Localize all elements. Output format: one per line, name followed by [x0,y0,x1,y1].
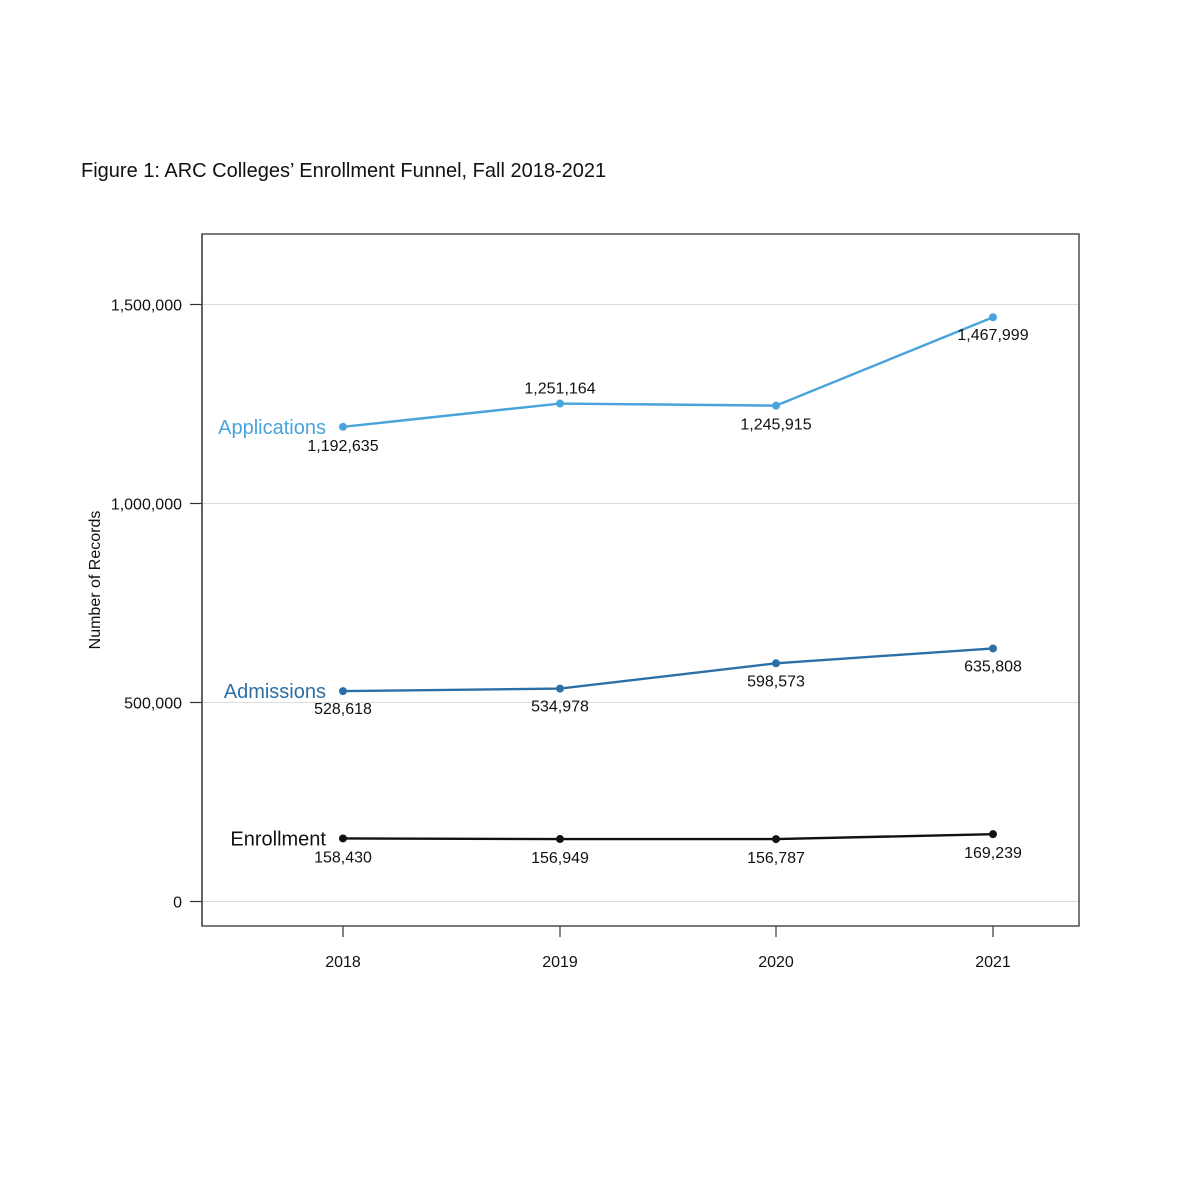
data-point [556,399,564,408]
data-label: 156,949 [531,850,589,867]
data-label: 528,618 [314,701,372,718]
data-label: 1,245,915 [740,417,811,434]
series: 1,192,635 1,251,164 1,245,915 1,467,999 Appl… [218,313,1029,867]
data-point [339,687,347,696]
data-label: 598,573 [747,673,805,690]
data-label: 1,192,635 [307,438,378,455]
x-tick-label: 2020 [758,954,794,971]
x-tick-label: 2019 [542,954,578,971]
series-name-label: Enrollment [230,828,326,850]
data-point [556,835,564,844]
y-tick-label: 1,500,000 [111,298,182,315]
data-label: 158,430 [314,849,372,866]
series-line [342,832,994,841]
series-admissions: 528,618 534,978 598,573 635,808 Admissions [224,644,1022,718]
data-point [556,684,564,693]
plot-frame [201,233,1080,927]
data-point [989,644,997,653]
data-label: 1,467,999 [957,327,1028,344]
series-enrollment: 158,430 156,949 156,787 169,239 Enrollment [230,828,1022,867]
data-point [339,422,347,431]
y-axis: 0 500,000 1,000,000 1,500,000 [111,234,203,926]
x-axis: 2018 2019 2020 2021 [325,926,1011,971]
data-point [772,835,780,844]
y-tick-label: 500,000 [124,696,182,713]
data-point [989,313,997,322]
series-line [342,316,994,429]
data-label: 534,978 [531,699,589,716]
series-name-label: Admissions [224,681,326,703]
data-label: 156,787 [747,850,805,867]
series-applications: 1,192,635 1,251,164 1,245,915 1,467,999 Appl… [218,313,1029,455]
data-label: 635,808 [964,658,1022,675]
data-point [339,834,347,843]
figure-title: Figure 1: ARC Colleges’ Enrollment Funne… [81,160,607,182]
y-tick-label: 0 [173,895,182,912]
data-label: 1,251,164 [524,381,595,398]
x-tick-label: 2018 [325,954,361,971]
data-point [989,830,997,839]
data-point [772,659,780,668]
series-line [342,647,994,693]
data-point [772,401,780,410]
data-label: 169,239 [964,845,1022,862]
series-name-label: Applications [218,417,326,439]
x-tick-label: 2021 [975,954,1011,971]
y-tick-label: 1,000,000 [111,497,182,514]
y-axis-label: Number of Records [87,511,104,650]
gridlines [202,304,1079,902]
